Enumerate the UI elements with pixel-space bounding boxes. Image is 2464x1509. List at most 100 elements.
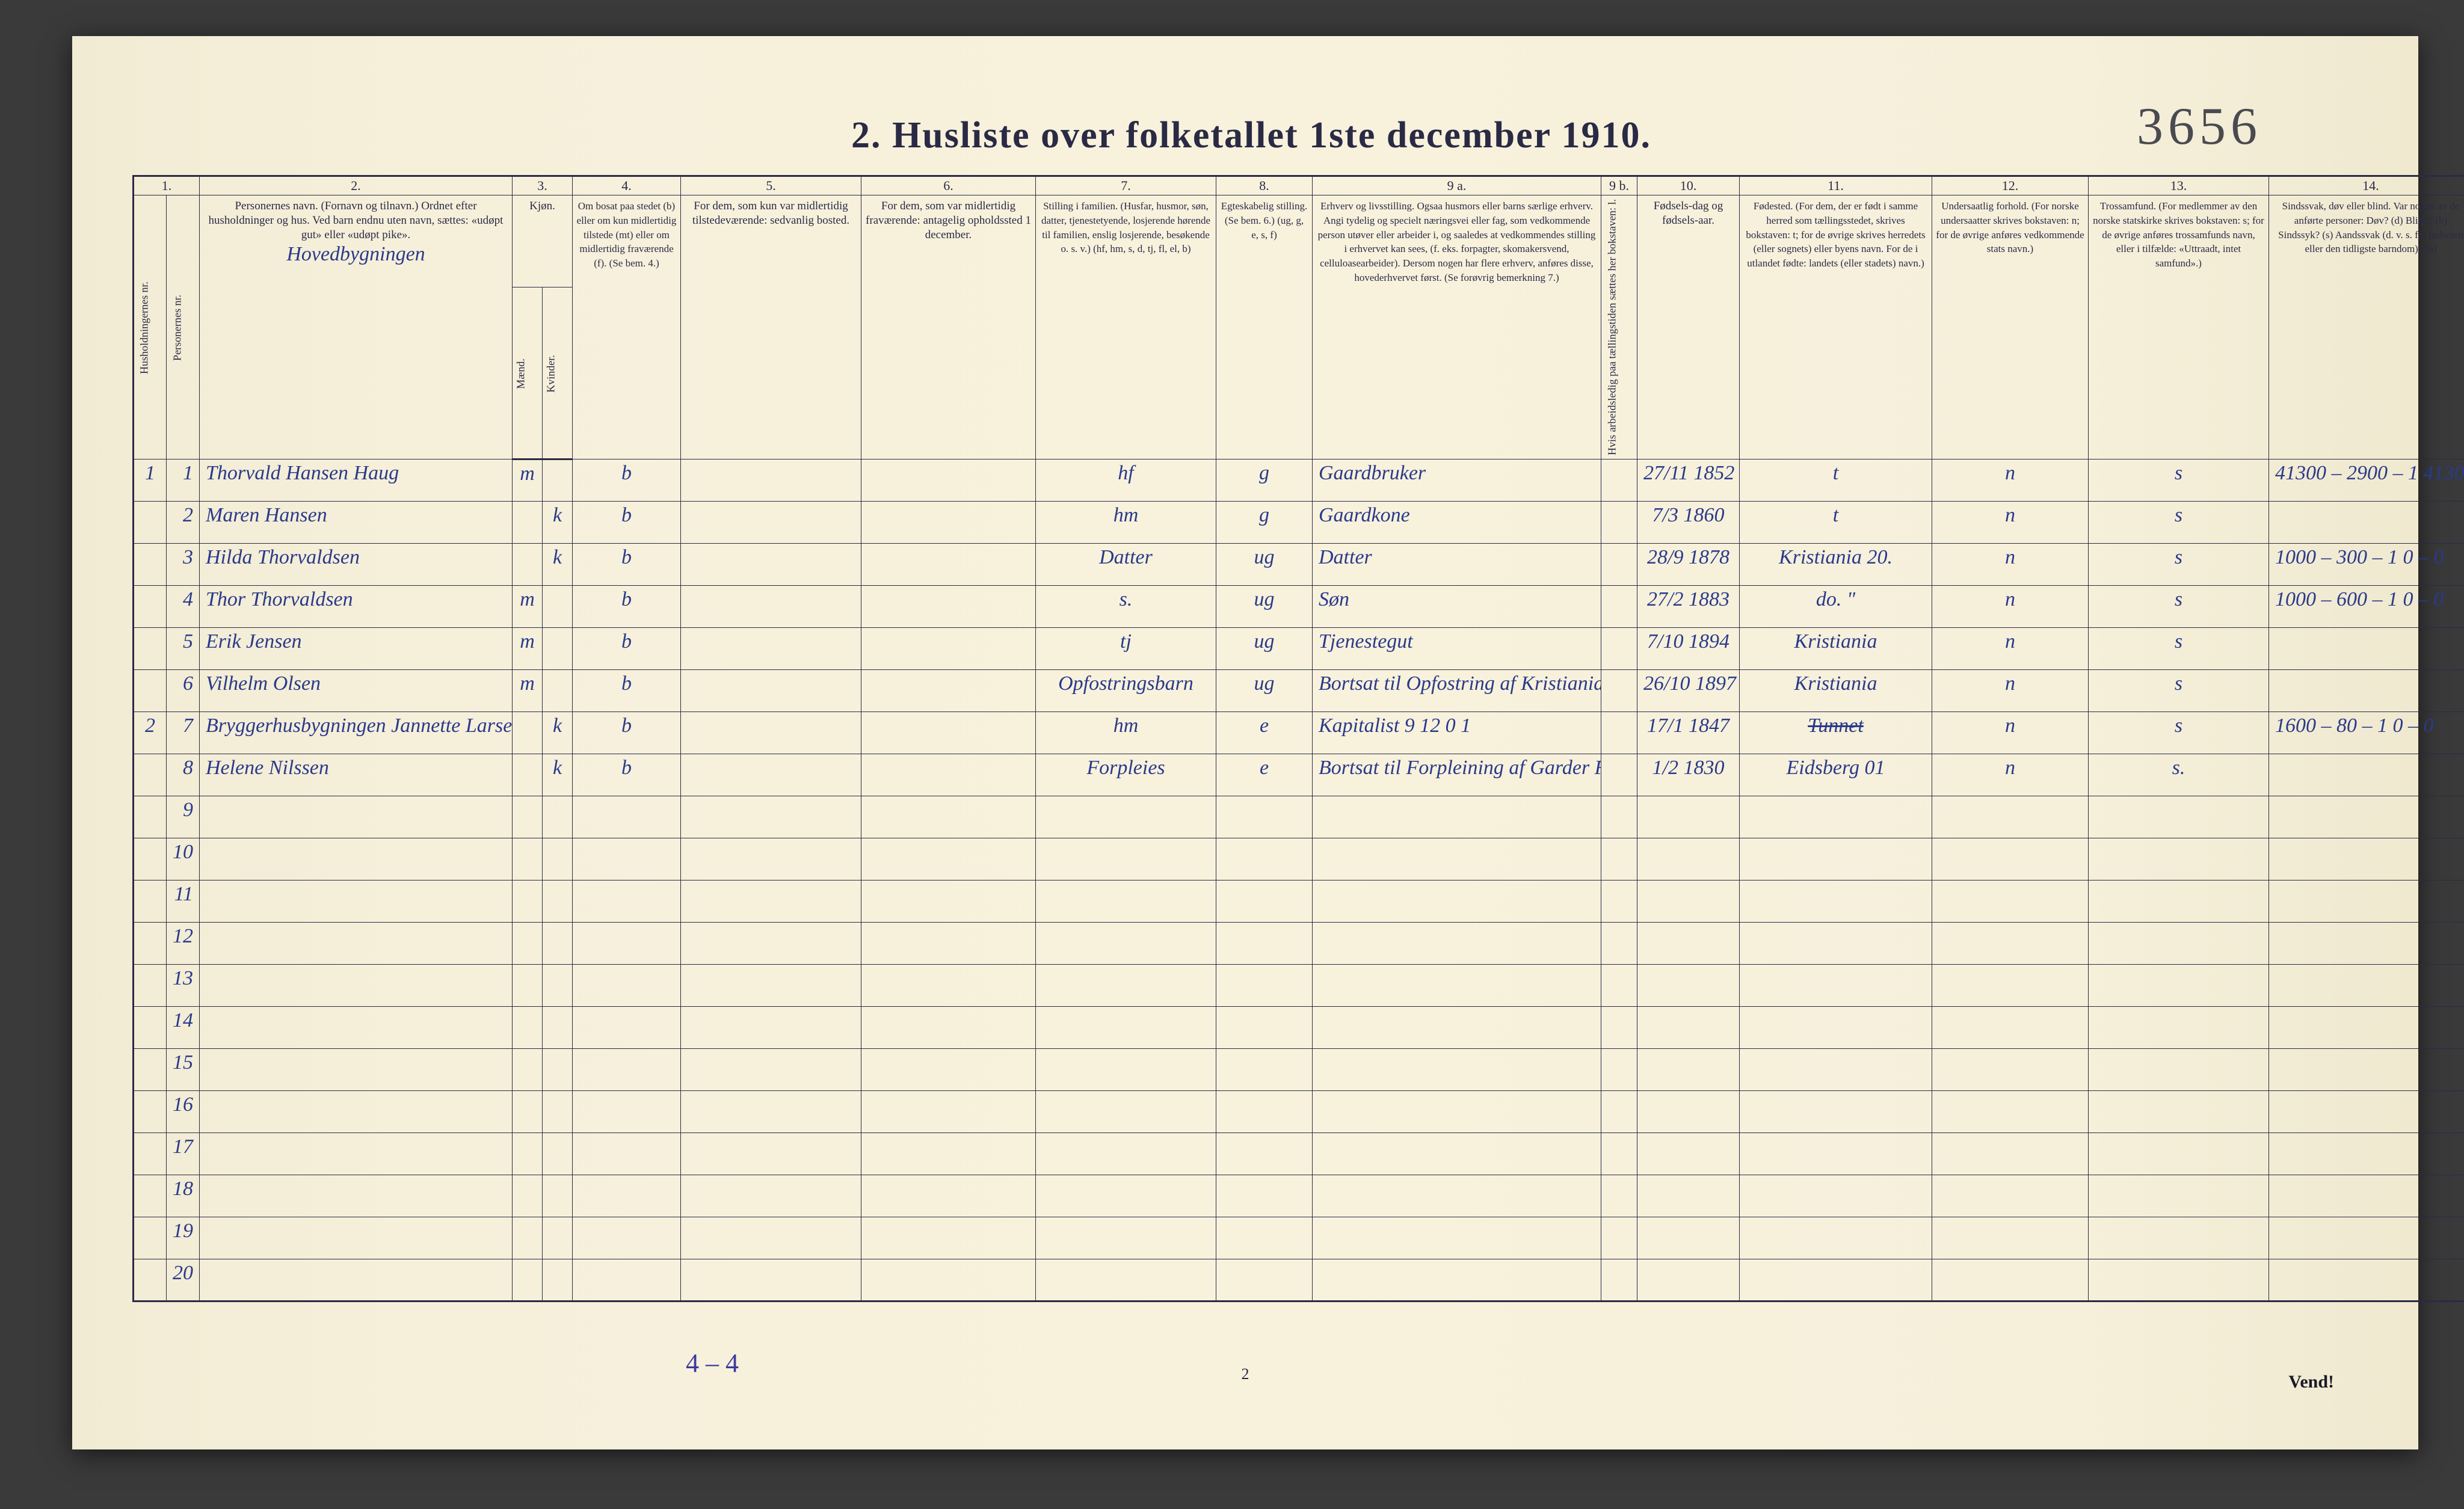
hdr-person-nr: Personernes nr. [167,195,200,459]
cell: 1 [134,459,167,501]
cell: k [543,754,573,796]
cell [1216,922,1313,964]
hdr-family: Stilling i familien. (Husfar, husmor, sø… [1036,195,1216,459]
cell [2089,1175,2269,1217]
cell [2269,880,2464,922]
cell [2269,754,2464,796]
cell [513,880,543,922]
cell [1036,838,1216,880]
cell [1637,964,1740,1006]
cell: Gaardkone [1313,501,1601,543]
cell [1601,459,1637,501]
colnum: 12. [1932,176,2089,195]
cell [200,838,513,880]
cell: 17 [167,1133,200,1175]
cell [200,1006,513,1048]
cell [861,1090,1036,1133]
cell [543,1006,573,1048]
cell [573,796,681,838]
cell: n [1932,585,2089,627]
cell [1313,838,1601,880]
cell: Eidsberg 01 [1740,754,1932,796]
cell [1932,1259,2089,1301]
cell: 13 [167,964,200,1006]
hdr-name-text: Personernes navn. (Fornavn og tilnavn.) … [209,200,504,241]
table-row: 9 [134,796,2464,838]
cell [1216,880,1313,922]
cell: m [513,669,543,711]
cell [1601,1259,1637,1301]
cell [681,669,861,711]
cell: Kristiania [1740,627,1932,669]
cell: ug [1216,543,1313,585]
vend-label: Vend! [2288,1372,2334,1392]
cell [861,1217,1036,1259]
cell [543,627,573,669]
cell [1637,922,1740,964]
cell: 10 [167,838,200,880]
cell: 7/3 1860 [1637,501,1740,543]
cell: 28/9 1878 [1637,543,1740,585]
table-row: 12 [134,922,2464,964]
cell [1740,1048,1932,1090]
hdr-occupation-text: Erhverv og livsstilling. Ogsaa husmors e… [1318,200,1596,283]
colnum: 8. [1216,176,1313,195]
cell [2269,838,2464,880]
cell [543,922,573,964]
cell [1740,796,1932,838]
cell: Vilhelm Olsen [200,669,513,711]
cell: 1000 – 300 – 1 0 – 0 [2269,543,2464,585]
cell [1740,1133,1932,1175]
cell: 8 [167,754,200,796]
cell [1601,711,1637,754]
census-table: 1. 2. 3. 4. 5. 6. 7. 8. 9 a. 9 b. 10. 11… [132,175,2464,1302]
cell [1036,1133,1216,1175]
cell [543,1259,573,1301]
cell [134,754,167,796]
cell [1216,1217,1313,1259]
cell [1313,922,1601,964]
cell [1313,1048,1601,1090]
cell [681,880,861,922]
hdr-occupation: Erhverv og livsstilling. Ogsaa husmors e… [1313,195,1601,459]
cell [2089,1259,2269,1301]
cell: Tjenestegut [1313,627,1601,669]
cell [2269,1090,2464,1133]
cell [681,627,861,669]
cell: Kristiania [1740,669,1932,711]
cell: ug [1216,585,1313,627]
cell [513,1259,543,1301]
hdr-sex: Kjøn. [513,195,573,287]
cell [1601,1217,1637,1259]
cell [1036,1090,1216,1133]
cell [2089,1090,2269,1133]
cell [513,964,543,1006]
cell: 27/2 1883 [1637,585,1740,627]
cell [1932,838,2089,880]
cell [2089,964,2269,1006]
cell [2089,838,2269,880]
table-row: 20 [134,1259,2464,1301]
cell: 6 [167,669,200,711]
cell: 2 [167,501,200,543]
cell [861,1006,1036,1048]
cell: 1 [167,459,200,501]
cell: k [543,543,573,585]
cell [681,1259,861,1301]
colnum: 9 a. [1313,176,1601,195]
colnum: 2. [200,176,513,195]
cell: hf [1036,459,1216,501]
cell [543,459,573,501]
cell: s [2089,669,2269,711]
cell [681,1006,861,1048]
table-row: 2Maren HansenkbhmgGaardkone7/3 1860tns [134,501,2464,543]
cell [861,754,1036,796]
cell [2269,1175,2464,1217]
cell [1313,1175,1601,1217]
cell [200,1090,513,1133]
cell [681,1133,861,1175]
header-row: Husholdningernes nr. Personernes nr. Per… [134,195,2464,287]
cell [1740,964,1932,1006]
cell [200,1133,513,1175]
cell [1216,1048,1313,1090]
